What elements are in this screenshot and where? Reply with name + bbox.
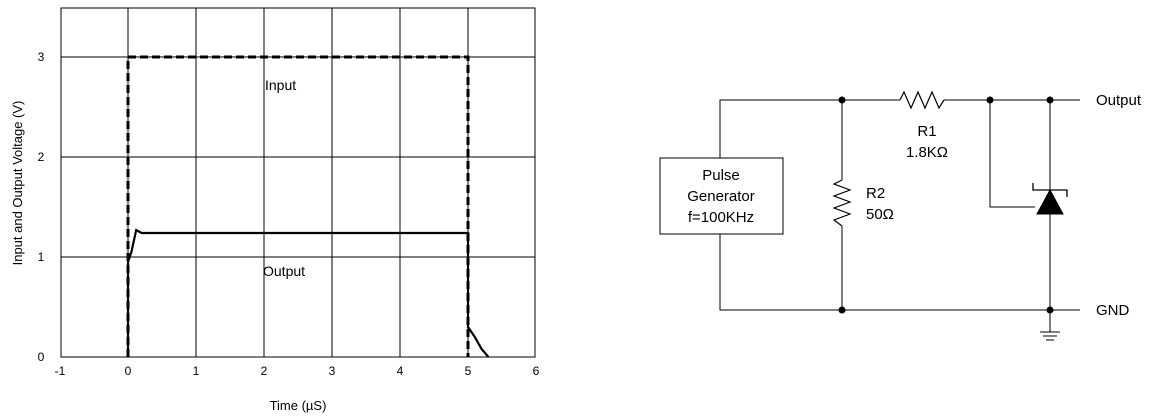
r2-resistor (832, 179, 852, 227)
pulse-generator-box (659, 157, 784, 235)
zener-feedback-wire (989, 100, 1035, 208)
x-tick-labels: -1 0 1 2 3 4 5 6 (55, 364, 540, 378)
plot-frame (60, 7, 536, 358)
output-terminal-label: Output (1096, 92, 1142, 109)
r1-resistor (899, 90, 945, 110)
r2-value: 50Ω (866, 206, 894, 223)
grid (61, 8, 535, 357)
generator-label-line3: f=100KHz (688, 209, 754, 226)
x-tick-label: 1 (193, 364, 200, 378)
junction-dot (1046, 306, 1054, 314)
series-line-output (126, 228, 490, 358)
x-tick-label: 5 (465, 364, 472, 378)
x-tick-label: 2 (261, 364, 268, 378)
x-tick-label: -1 (55, 364, 66, 378)
r2-name: R2 (866, 185, 885, 202)
generator-label-line1: Pulse (702, 167, 740, 184)
x-axis-label: Time (µS) (270, 398, 327, 413)
x-tick-label: 4 (397, 364, 404, 378)
generator-label-line2: Generator (687, 188, 755, 205)
junction-dot (838, 96, 846, 104)
bottom-wire (719, 234, 1080, 311)
junction-dot (838, 306, 846, 314)
x-tick-label: 6 (533, 364, 540, 378)
y-tick-label: 0 (38, 350, 45, 364)
junction-dot (986, 96, 994, 104)
gnd-terminal-label: GND (1096, 302, 1130, 319)
r1-name: R1 (917, 123, 936, 140)
circuit-labels: Pulse Generator f=100KHz R1 1.8KΩ R2 50Ω… (687, 92, 1142, 319)
test-circuit (659, 90, 1080, 341)
y-tick-label: 1 (38, 250, 45, 264)
ground-icon (1040, 331, 1060, 341)
series-label-input: Input (265, 77, 296, 93)
y-tick-labels: 0 1 2 3 (38, 50, 45, 364)
series-label-output: Output (263, 263, 305, 279)
y-tick-label: 3 (38, 50, 45, 64)
zener-cathode-bar (1032, 183, 1068, 197)
series-line-input (126, 55, 470, 357)
zener-diode-icon (1036, 188, 1064, 215)
voltage-chart: -1 0 1 2 3 4 5 6 0 1 2 3 Input Output Time (µS) In… (10, 7, 540, 413)
r1-value: 1.8KΩ (906, 144, 948, 161)
x-tick-label: 0 (125, 364, 132, 378)
y-axis-label: Input and Output Voltage (V) (10, 101, 25, 266)
y-tick-label: 2 (38, 150, 45, 164)
series-lines (126, 55, 490, 358)
x-tick-label: 3 (329, 364, 336, 378)
junction-dot (1046, 96, 1054, 104)
